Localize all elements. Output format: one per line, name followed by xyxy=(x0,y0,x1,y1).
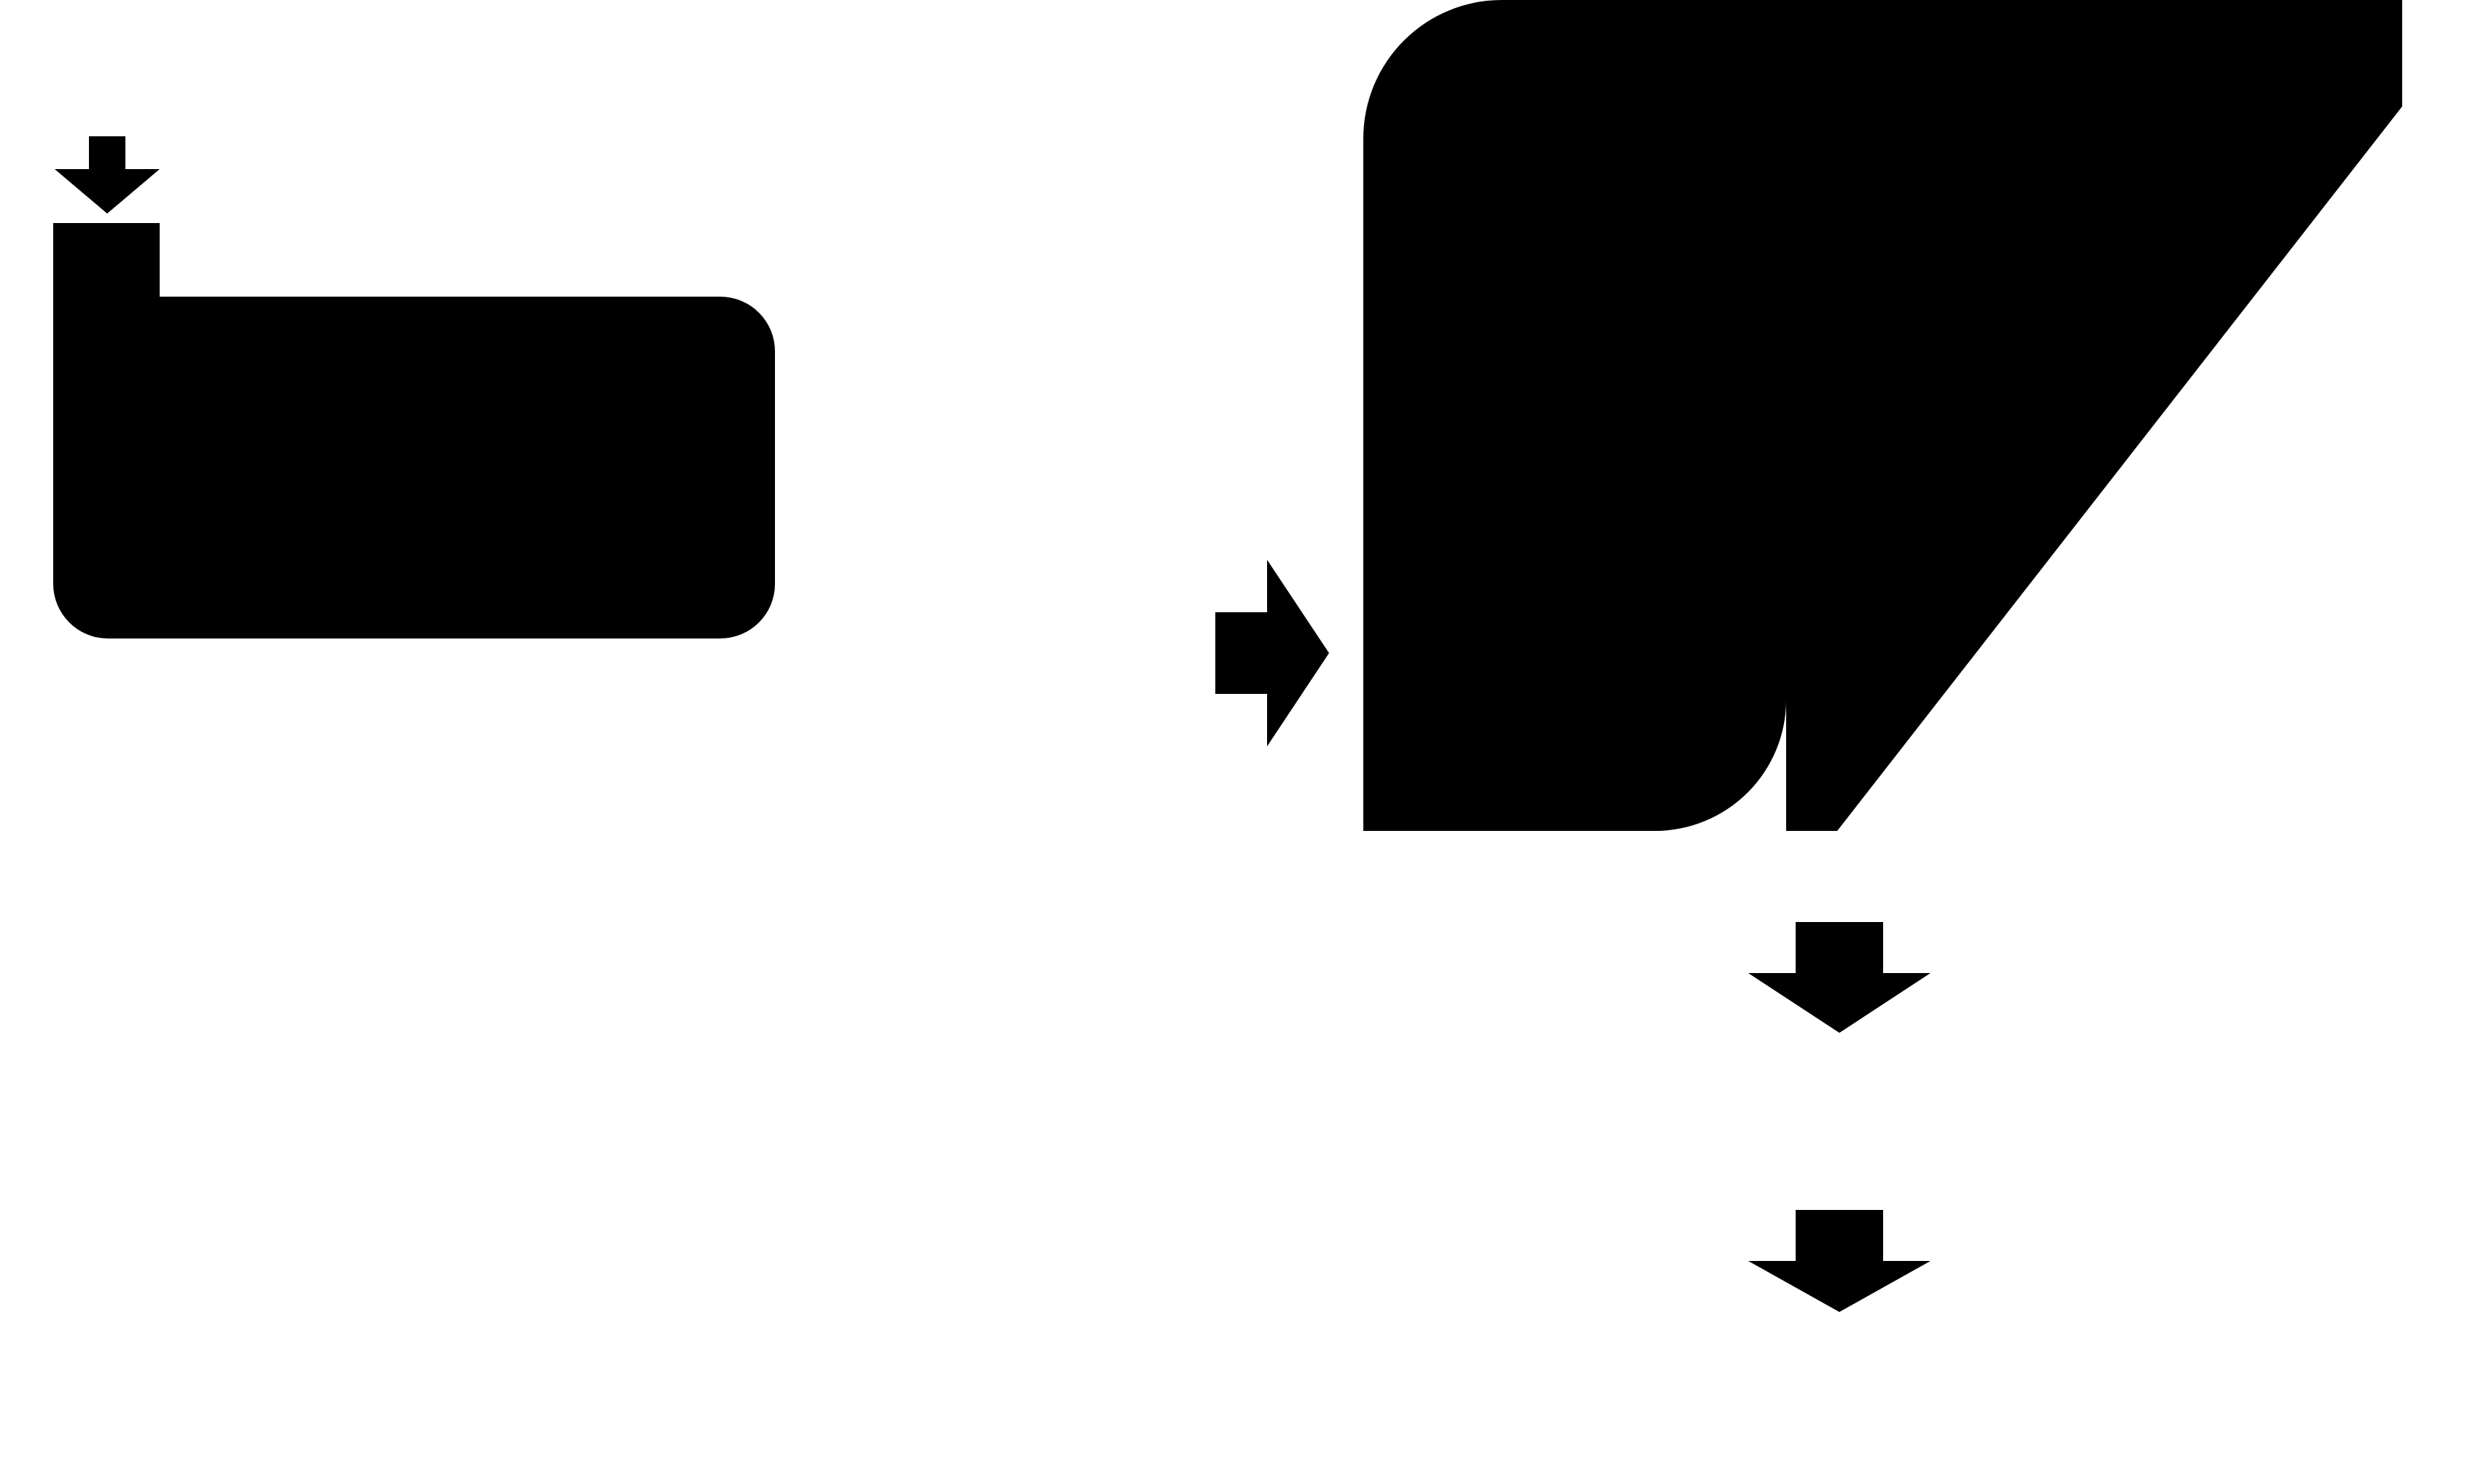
gut-to-liver-arrow xyxy=(1215,560,1329,746)
intestine-shape xyxy=(71,652,773,1450)
liver-right-lobe xyxy=(1786,0,2402,831)
microplastic-arrow xyxy=(55,136,160,214)
intestine-tube xyxy=(73,638,714,1484)
liver-left-lobe xyxy=(1363,0,1786,831)
stomach-shape xyxy=(53,223,775,638)
liver-to-metabolism-arrow xyxy=(1748,922,1931,1033)
metabolism-to-insulin-arrow xyxy=(1748,1210,1931,1312)
